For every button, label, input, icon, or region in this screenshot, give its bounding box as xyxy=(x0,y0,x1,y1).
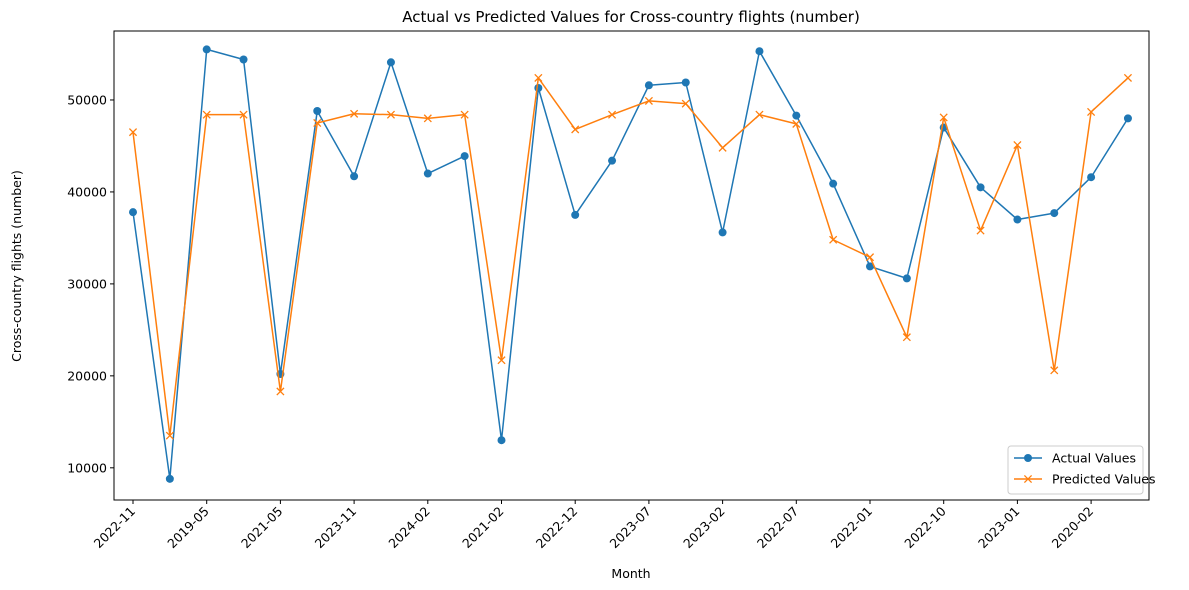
legend-label-1: Predicted Values xyxy=(1052,472,1156,487)
data-point-1 xyxy=(276,387,285,396)
x-tick-label: 2022-12 xyxy=(533,504,581,552)
x-tick-label: 2022-11 xyxy=(91,504,139,552)
data-point-0 xyxy=(829,179,838,188)
data-point-1 xyxy=(165,431,174,440)
data-point-1 xyxy=(534,73,543,82)
x-tick-label: 2023-07 xyxy=(606,504,654,552)
data-point-1 xyxy=(644,96,653,105)
series-line-0 xyxy=(132,48,1129,480)
data-point-0 xyxy=(1087,173,1096,182)
data-point-0 xyxy=(165,474,174,483)
data-point-0 xyxy=(423,169,432,178)
data-point-0 xyxy=(976,183,985,192)
x-tick-label: 2021-05 xyxy=(238,504,286,552)
data-point-1 xyxy=(1050,366,1059,375)
chart-title: Actual vs Predicted Values for Cross-cou… xyxy=(402,8,860,26)
data-point-0 xyxy=(313,107,322,116)
x-tick-label: 2022-10 xyxy=(901,503,949,551)
data-point-1 xyxy=(313,118,322,128)
y-axis-label: Cross-country flights (number) xyxy=(9,170,24,362)
x-tick-label: 2024-02 xyxy=(385,504,433,552)
data-point-0 xyxy=(1050,209,1059,218)
data-point-1 xyxy=(976,226,985,235)
x-tick-label: 2022-01 xyxy=(828,504,876,552)
data-point-1 xyxy=(1013,140,1022,150)
legend-marker-0 xyxy=(1024,454,1032,462)
plot-series xyxy=(128,45,1133,483)
data-point-1 xyxy=(1123,73,1133,82)
data-point-1 xyxy=(829,235,838,244)
data-point-0 xyxy=(681,78,690,87)
data-point-0 xyxy=(718,228,727,237)
data-point-1 xyxy=(350,109,359,118)
data-point-0 xyxy=(571,210,580,219)
data-point-0 xyxy=(239,55,248,64)
x-tick-label: 2020-02 xyxy=(1049,504,1097,552)
legend-marker-1 xyxy=(1023,474,1033,484)
data-point-0 xyxy=(497,436,506,445)
x-tick-label: 2023-01 xyxy=(975,504,1023,552)
y-tick-label: 50000 xyxy=(67,92,107,107)
x-tick-label: 2021-02 xyxy=(459,504,507,552)
data-point-1 xyxy=(792,119,801,128)
x-tick-label: 2023-11 xyxy=(312,504,360,552)
y-tick-label: 40000 xyxy=(67,184,107,199)
series-line-1 xyxy=(132,77,1129,437)
data-point-0 xyxy=(460,152,469,161)
data-point-1 xyxy=(571,125,580,134)
data-point-0 xyxy=(644,81,653,90)
data-point-1 xyxy=(939,113,948,122)
data-point-0 xyxy=(1123,114,1132,123)
legend: Actual Values Predicted Values xyxy=(1007,445,1156,495)
data-point-0 xyxy=(755,47,764,56)
x-axis-label: Month xyxy=(611,566,650,581)
data-point-0 xyxy=(866,262,874,271)
y-tick-label: 10000 xyxy=(67,460,107,475)
data-point-1 xyxy=(1087,107,1096,116)
data-point-0 xyxy=(608,156,617,165)
y-axis: 10000 20000 30000 40000 50000 xyxy=(67,92,114,475)
x-tick-label: 2019-05 xyxy=(164,504,212,552)
data-point-0 xyxy=(386,58,395,67)
data-point-1 xyxy=(460,110,469,119)
y-tick-label: 30000 xyxy=(67,276,107,291)
data-point-0 xyxy=(1013,215,1022,224)
data-point-0 xyxy=(129,208,137,217)
plot-frame xyxy=(113,30,1150,501)
data-point-0 xyxy=(202,45,211,54)
data-point-1 xyxy=(681,99,690,108)
x-tick-label: 2022-07 xyxy=(754,504,802,552)
data-point-1 xyxy=(128,128,138,137)
data-point-1 xyxy=(607,110,617,119)
x-tick-label: 2023-02 xyxy=(680,504,728,552)
data-point-1 xyxy=(902,333,911,342)
data-point-1 xyxy=(865,253,875,262)
data-point-0 xyxy=(792,111,801,120)
data-point-1 xyxy=(239,110,248,119)
data-point-0 xyxy=(534,84,543,93)
data-point-1 xyxy=(755,110,764,119)
data-point-1 xyxy=(386,110,396,119)
data-point-1 xyxy=(497,356,506,365)
data-point-1 xyxy=(718,143,727,152)
data-point-0 xyxy=(902,274,911,283)
x-axis: 2022-11 2019-05 2021-05 2023-11 2024-02 2021-… xyxy=(91,500,1097,552)
data-point-1 xyxy=(202,110,211,119)
data-point-0 xyxy=(350,172,359,181)
legend-label-0: Actual Values xyxy=(1052,451,1136,466)
y-tick-label: 20000 xyxy=(67,368,107,383)
data-point-1 xyxy=(423,114,432,123)
